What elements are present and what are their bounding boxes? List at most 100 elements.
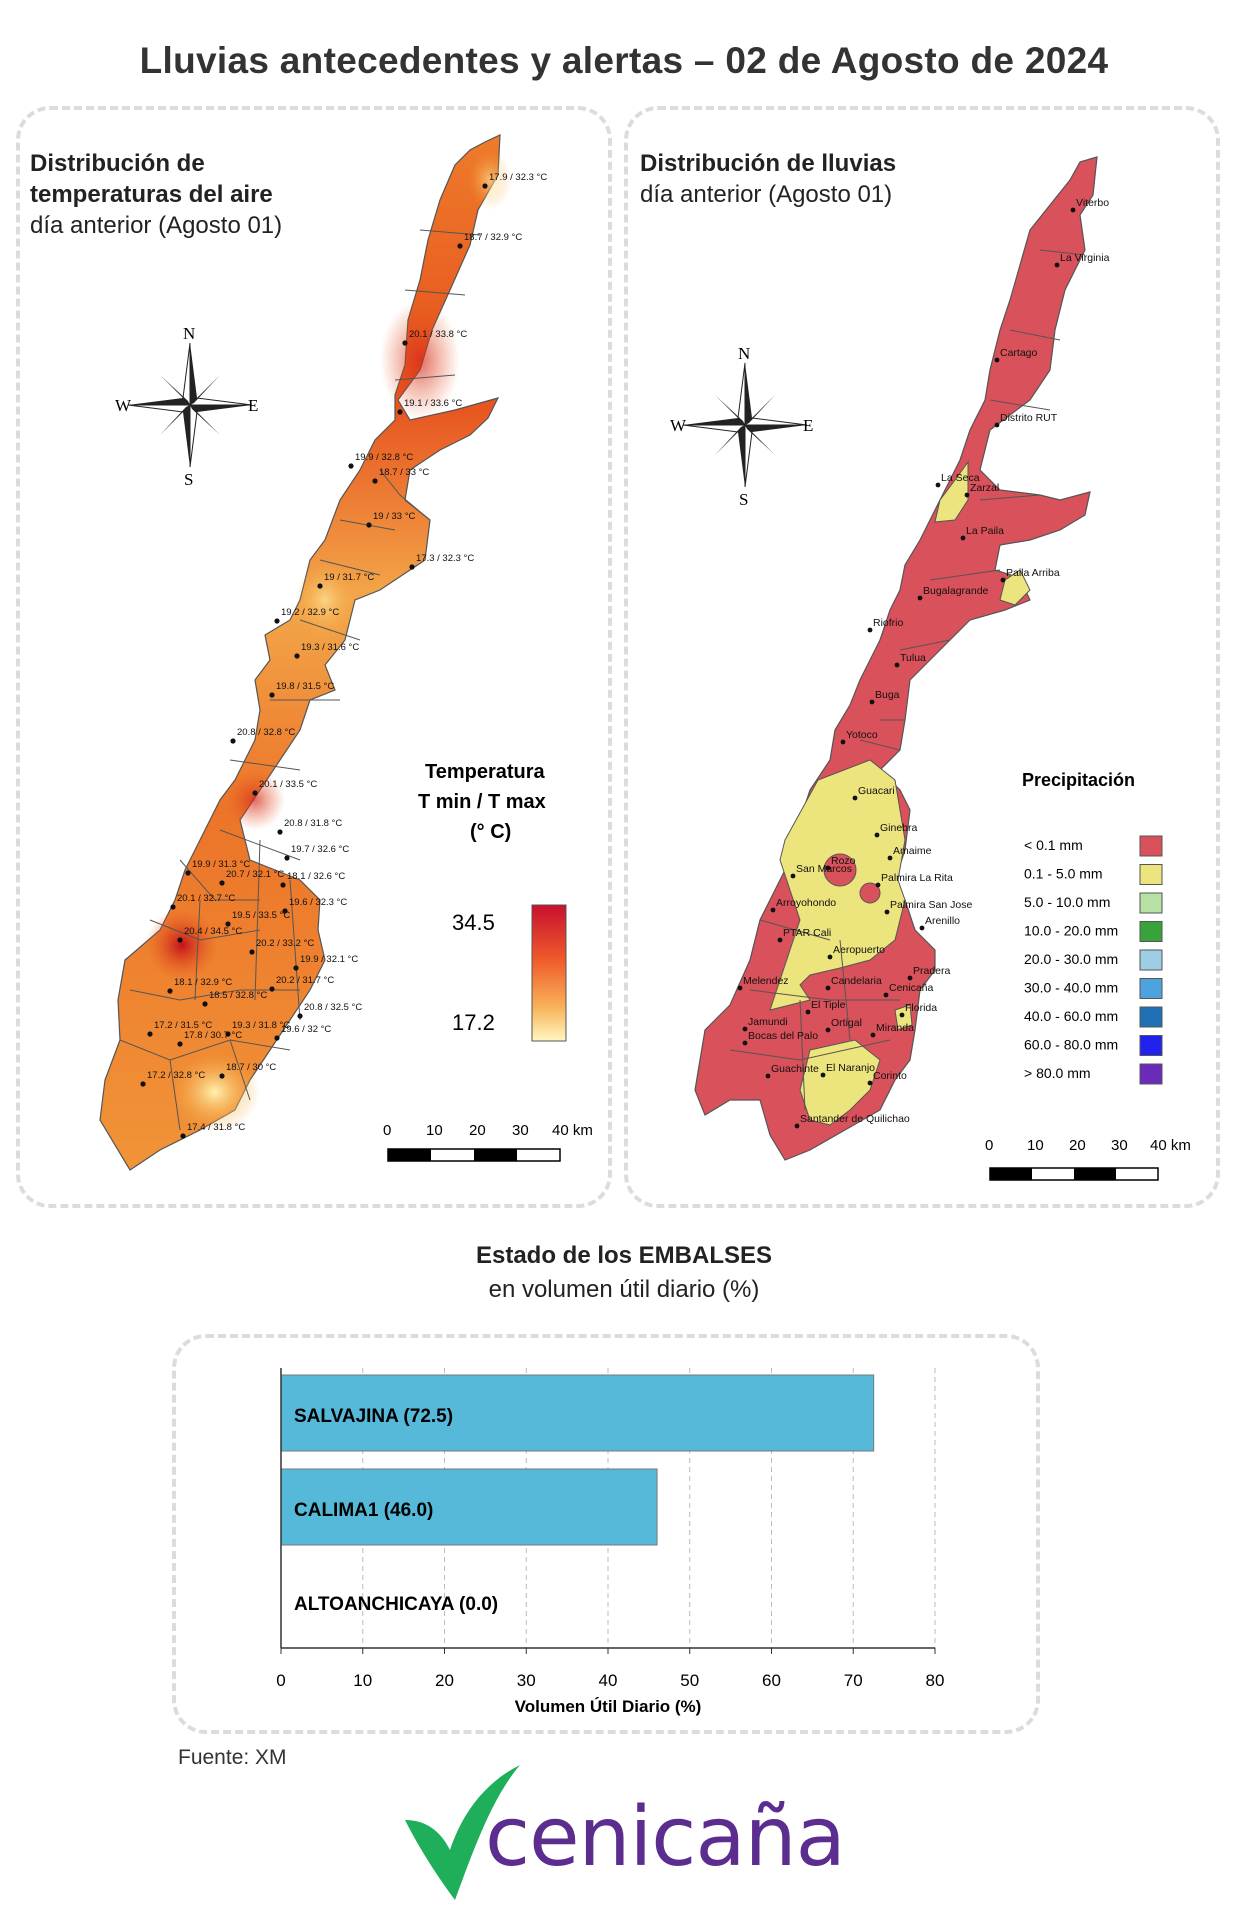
station-label: 18.1 / 32.9 °C xyxy=(174,977,232,988)
rain-compass-s: S xyxy=(739,490,748,509)
rain-legend-swatch xyxy=(1139,1063,1163,1085)
rain-region xyxy=(694,156,1098,1161)
town-dot xyxy=(919,925,925,931)
town-dot xyxy=(874,832,880,838)
bar-tick-label: 20 xyxy=(435,1671,454,1690)
town-dot xyxy=(964,492,970,498)
town-label: Buga xyxy=(875,689,900,701)
station-dot xyxy=(140,1081,146,1087)
station-dot xyxy=(167,988,173,994)
station-dot xyxy=(180,1133,186,1139)
station-label: 19 / 33 °C xyxy=(373,511,415,522)
town-dot xyxy=(790,873,796,879)
station-label: 20.2 / 33.2 °C xyxy=(256,938,314,949)
town-label: Santander de Quilichao xyxy=(800,1113,910,1125)
station-dot xyxy=(225,1031,231,1037)
town-label: Viterbo xyxy=(1076,197,1109,209)
station-dot xyxy=(225,921,231,927)
town-label: Cenicaña xyxy=(889,982,934,994)
scale-tick-label: 0 xyxy=(985,1137,993,1154)
town-dot xyxy=(875,882,881,888)
town-dot xyxy=(870,1032,876,1038)
station-dot xyxy=(284,855,290,861)
rain-legend-label: < 0.1 mm xyxy=(1024,837,1083,853)
rain-legend-label: > 80.0 mm xyxy=(1024,1065,1091,1081)
station-label: 18.7 / 30 °C xyxy=(226,1062,276,1073)
station-dot xyxy=(269,986,275,992)
station-label: 18.7 / 32.9 °C xyxy=(464,232,522,243)
station-dot xyxy=(219,1073,225,1079)
town-label: Pradera xyxy=(913,965,951,977)
bar-label: ALTOANCHICAYA (0.0) xyxy=(294,1594,498,1615)
station-label: 19.5 / 33.5 °C xyxy=(232,910,290,921)
rain-legend-label: 0.1 - 5.0 mm xyxy=(1024,866,1103,882)
town-dot xyxy=(1054,262,1060,268)
scale-tick-label: 40 km xyxy=(1150,1137,1191,1154)
temp-compass-w: W xyxy=(115,396,132,415)
station-label: 19.8 / 31.5 °C xyxy=(276,681,334,692)
station-label: 18.5 / 32.8 °C xyxy=(209,990,267,1001)
rain-compass-e: E xyxy=(803,416,813,435)
rain-legend-label: 40.0 - 60.0 mm xyxy=(1024,1008,1118,1024)
rain-subtitle: día anterior (Agosto 01) xyxy=(640,181,893,208)
station-dot xyxy=(185,870,191,876)
town-label: Palmira La Rita xyxy=(881,872,953,884)
town-label: Guacari xyxy=(858,785,895,797)
cenicana-logo-text: cenicaña xyxy=(485,1790,846,1885)
rain-legend-title: Precipitación xyxy=(1022,770,1135,790)
rain-legend-label: 20.0 - 30.0 mm xyxy=(1024,951,1118,967)
station-label: 19.9 / 32.1 °C xyxy=(300,954,358,965)
town-dot xyxy=(805,1009,811,1015)
rain-legend: Precipitación < 0.1 mm 0.1 - 5.0 mm 5.0 - … xyxy=(1022,770,1163,1085)
rain-panel xyxy=(624,106,1220,1208)
station-label: 19 / 31.7 °C xyxy=(324,572,374,583)
town-dot xyxy=(884,909,890,915)
town-dot xyxy=(869,699,875,705)
town-label: Distrito RUT xyxy=(1000,412,1058,424)
town-label: Candelaria xyxy=(831,975,882,987)
town-dot xyxy=(794,1123,800,1129)
station-dot xyxy=(219,880,225,886)
station-label: 19.9 / 31.3 °C xyxy=(192,859,250,870)
rain-legend-swatch xyxy=(1139,921,1163,942)
rain-title: Distribución de lluvias xyxy=(640,150,897,177)
town-label: Arenillo xyxy=(925,915,960,927)
station-dot xyxy=(482,183,488,189)
station-label: 19.6 / 32 °C xyxy=(281,1024,331,1035)
hotspot-south xyxy=(146,909,218,981)
town-dot xyxy=(867,627,873,633)
rain-legend-swatch xyxy=(1139,978,1163,999)
town-dot xyxy=(825,1027,831,1033)
town-dot xyxy=(917,595,923,601)
town-label: Jamundi xyxy=(748,1016,788,1028)
rain-compass-n: N xyxy=(738,344,750,363)
station-dot xyxy=(230,738,236,744)
station-label: 19.3 / 31.6 °C xyxy=(301,642,359,653)
station-label: 20.8 / 32.8 °C xyxy=(237,727,295,738)
rain-yellow-laseca xyxy=(934,460,969,523)
town-dot xyxy=(852,795,858,801)
station-dot xyxy=(293,965,299,971)
temp-compass-n: N xyxy=(183,324,195,343)
town-label: Miranda xyxy=(876,1022,914,1034)
town-dot xyxy=(825,865,831,871)
rain-legend-swatch xyxy=(1139,835,1163,857)
town-label: PTAR Cali xyxy=(783,927,831,939)
town-label: El Tiple xyxy=(811,999,846,1011)
station-label: 17.3 / 32.3 °C xyxy=(416,553,474,564)
bar-tick-label: 30 xyxy=(517,1671,536,1690)
town-label: La Virginia xyxy=(1060,252,1110,264)
town-label: Riofrio xyxy=(873,617,904,629)
temp-title-line2: temperaturas del aire xyxy=(30,181,273,208)
station-dot xyxy=(282,908,288,914)
town-label: Melendez xyxy=(743,975,789,987)
rain-legend-label: 5.0 - 10.0 mm xyxy=(1024,894,1110,910)
bar-label: CALIMA1 (46.0) xyxy=(294,1500,433,1521)
hotspot-north xyxy=(380,300,460,420)
station-dot xyxy=(177,937,183,943)
temp-legend-min: 17.2 xyxy=(452,1010,495,1035)
rain-compass-rose: N S E W xyxy=(670,344,813,509)
rain-scale-seg1 xyxy=(990,1168,1032,1180)
station-label: 20.2 / 31.7 °C xyxy=(276,975,334,986)
